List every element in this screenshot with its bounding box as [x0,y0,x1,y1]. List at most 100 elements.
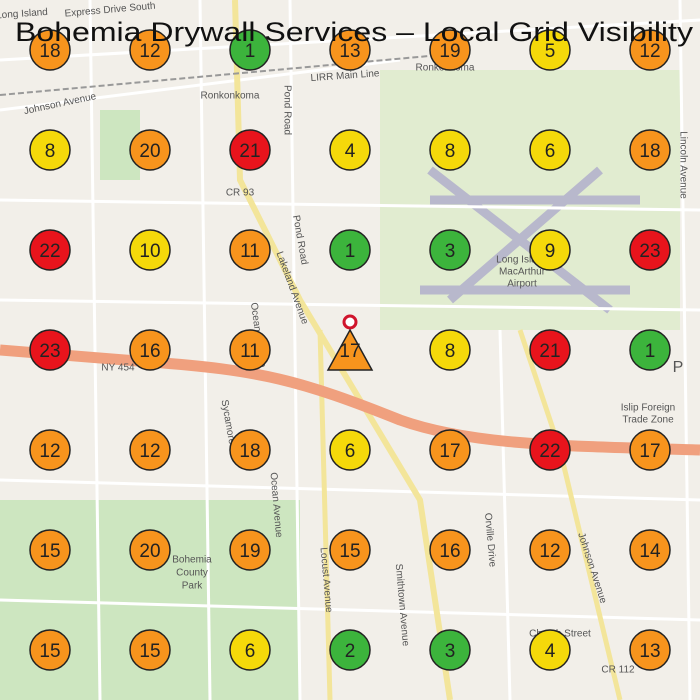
rank-marker [429,229,471,271]
map-label: CR 93 [226,188,255,199]
map-label: CR 112 [601,665,635,676]
rank-marker [229,429,271,471]
rank-label: 12 [39,441,60,462]
rank-marker [129,129,171,171]
rank-label: 8 [45,141,56,162]
rank-marker [629,429,671,471]
rank-label: 20 [139,141,160,162]
rank-label: 10 [139,241,160,262]
rank-marker [329,629,371,671]
rank-label: 12 [139,41,160,62]
map-label: Long Island [496,255,548,266]
rank-label: 15 [139,641,160,662]
map-label: Lincoln Avenue [677,131,688,199]
rank-label: 18 [39,41,60,62]
rank-marker [29,229,71,271]
rank-label: 19 [239,541,260,562]
rank-label: 21 [539,341,560,362]
rank-label: 4 [345,141,356,162]
rank-marker [129,529,171,571]
map-label: Bohemia [172,555,212,566]
rank-label: 2 [345,641,356,662]
map-label: Ronkonkoma [201,91,260,102]
rank-label: 22 [39,241,60,262]
rank-label: 18 [239,441,260,462]
rank-marker [629,629,671,671]
rank-label: 16 [439,541,460,562]
rank-marker [629,229,671,271]
rank-label: 15 [339,541,360,562]
rank-label: 12 [539,541,560,562]
map-label: Pond Road [281,85,292,135]
rank-label: 6 [245,641,256,662]
rank-marker [429,529,471,571]
rank-marker [29,429,71,471]
rank-label: 17 [639,441,660,462]
map-label: County [176,568,208,579]
rank-marker [29,29,71,71]
rank-marker [129,429,171,471]
rank-label: 16 [139,341,160,362]
rank-marker [329,29,371,71]
rank-label: 13 [339,41,360,62]
map-label: Trade Zone [622,415,674,426]
rank-marker [29,329,71,371]
rank-marker [429,29,471,71]
map-label: Park [182,581,204,592]
rank-label: 6 [345,441,356,462]
rank-label: 23 [639,241,660,262]
rank-marker [629,129,671,171]
rank-marker [129,229,171,271]
rank-marker [229,529,271,571]
location-pin [342,314,358,330]
rank-marker [529,129,571,171]
rank-label: 13 [639,641,660,662]
rank-marker [229,629,271,671]
rank-marker [229,329,271,371]
rank-marker [429,129,471,171]
rank-marker [429,629,471,671]
rank-label: 1 [645,341,656,362]
rank-label: 15 [39,541,60,562]
rank-label: 3 [445,241,456,262]
rank-marker [529,329,571,371]
rank-marker [529,629,571,671]
map-label: Islip Foreign [621,403,675,414]
rank-label: 12 [639,41,660,62]
rank-label: 11 [240,341,260,362]
map-label: MacArthur [499,267,546,278]
rank-label: 20 [139,541,160,562]
rank-marker [229,129,271,171]
rank-marker [326,328,374,371]
rank-marker [329,129,371,171]
rank-label: 4 [545,641,556,662]
rank-marker [629,529,671,571]
rank-label: 11 [240,241,260,262]
rank-label: 14 [639,541,661,562]
rank-marker [29,629,71,671]
rank-label: 8 [445,141,456,162]
rank-label: 8 [445,341,456,362]
rank-marker [129,629,171,671]
rank-marker [29,529,71,571]
map-label: Orville Drive [482,512,498,568]
rank-marker [629,329,671,371]
rank-marker [229,229,271,271]
rank-label: 9 [545,241,556,262]
rank-label: 18 [639,141,660,162]
rank-label: 21 [239,141,260,162]
rank-marker [329,529,371,571]
rank-marker [529,529,571,571]
rank-marker [129,29,171,71]
rank-label: 1 [245,41,256,62]
rank-marker [529,429,571,471]
rank-label: 3 [445,641,456,662]
map-label: NY 454 [101,363,135,374]
rank-label: 23 [39,341,60,362]
map-label: LIRR Main Line [310,68,380,84]
map-label: Airport [507,279,537,290]
rank-marker [429,429,471,471]
rank-marker [329,229,371,271]
